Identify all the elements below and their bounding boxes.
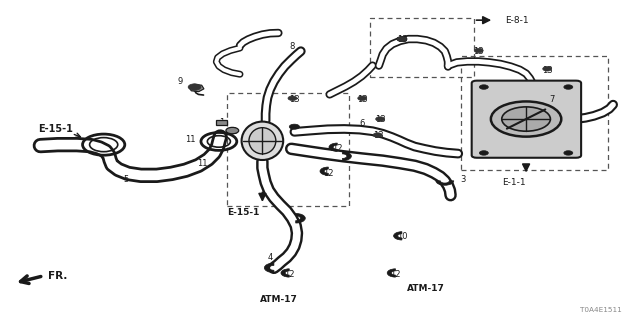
Text: 4: 4 — [268, 253, 273, 262]
Circle shape — [188, 84, 201, 90]
Text: E-8-1: E-8-1 — [506, 16, 529, 25]
Circle shape — [502, 107, 550, 131]
Circle shape — [289, 124, 300, 129]
Wedge shape — [329, 143, 337, 151]
Wedge shape — [436, 181, 454, 185]
Text: 7: 7 — [549, 95, 554, 104]
Text: 13: 13 — [289, 95, 300, 104]
Text: 8: 8 — [290, 42, 295, 51]
Text: 13: 13 — [474, 47, 484, 56]
Circle shape — [358, 96, 367, 100]
Circle shape — [474, 48, 483, 53]
Text: 12: 12 — [390, 270, 401, 279]
Circle shape — [543, 67, 552, 71]
Text: 9: 9 — [178, 77, 183, 86]
Text: 13: 13 — [373, 132, 383, 140]
Text: 6: 6 — [359, 119, 364, 128]
Circle shape — [564, 85, 573, 89]
Circle shape — [491, 101, 561, 137]
Circle shape — [288, 96, 297, 100]
Text: 11: 11 — [186, 135, 196, 144]
Circle shape — [479, 85, 488, 89]
Text: FR.: FR. — [48, 271, 67, 281]
Wedge shape — [296, 213, 305, 223]
Text: 12: 12 — [284, 270, 294, 279]
Text: 3: 3 — [460, 175, 465, 184]
Text: E-15-1: E-15-1 — [227, 208, 259, 217]
Text: 1: 1 — [220, 118, 225, 127]
Bar — [216, 120, 227, 125]
Circle shape — [397, 36, 407, 42]
Text: 11: 11 — [197, 159, 207, 168]
Wedge shape — [387, 269, 396, 277]
Text: 13: 13 — [376, 116, 386, 124]
Text: 13: 13 — [358, 95, 368, 104]
Text: 13: 13 — [542, 66, 552, 75]
Text: T0A4E1511: T0A4E1511 — [580, 307, 622, 313]
Circle shape — [226, 127, 239, 134]
Circle shape — [479, 151, 488, 155]
Text: 12: 12 — [332, 144, 342, 153]
Text: ATM-17: ATM-17 — [259, 295, 298, 304]
FancyBboxPatch shape — [472, 81, 581, 158]
Text: 10: 10 — [397, 232, 407, 241]
Text: 13: 13 — [397, 36, 408, 44]
Text: 2: 2 — [231, 127, 236, 136]
Text: E-1-1: E-1-1 — [502, 178, 525, 187]
Ellipse shape — [249, 128, 276, 154]
Text: 12: 12 — [323, 169, 333, 178]
Wedge shape — [281, 269, 289, 277]
Wedge shape — [320, 167, 328, 175]
Circle shape — [373, 133, 382, 137]
Ellipse shape — [241, 122, 283, 160]
Wedge shape — [342, 152, 351, 161]
Circle shape — [376, 117, 385, 121]
Wedge shape — [264, 263, 274, 273]
Circle shape — [564, 151, 573, 155]
Wedge shape — [394, 232, 402, 240]
Text: E-15-1: E-15-1 — [38, 124, 73, 134]
Circle shape — [397, 37, 406, 41]
Text: ATM-17: ATM-17 — [406, 284, 445, 293]
Text: 5: 5 — [124, 175, 129, 184]
